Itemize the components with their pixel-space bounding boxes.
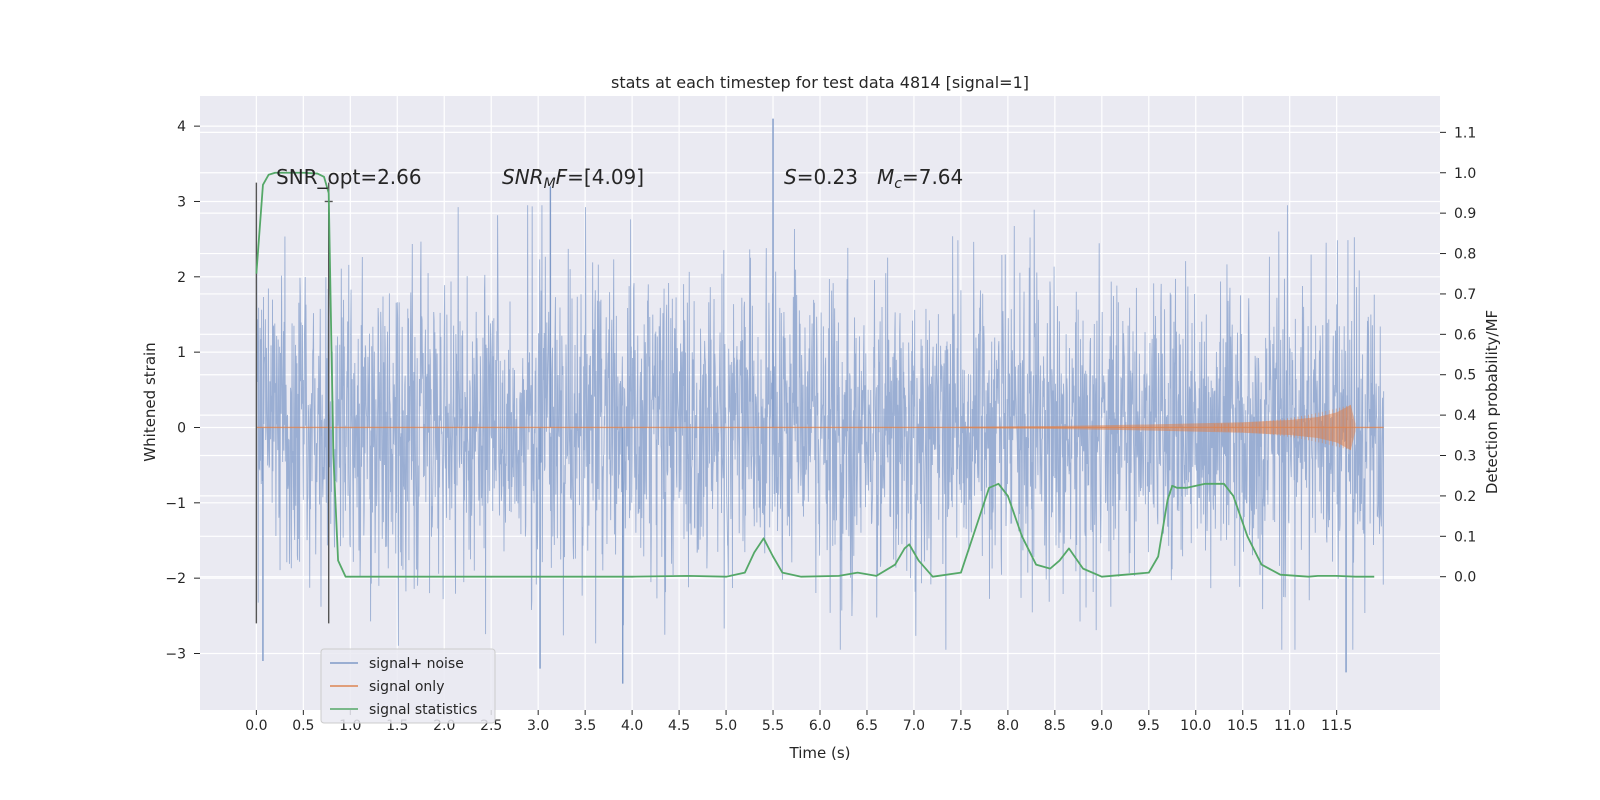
- x-tick-label: 5.5: [762, 718, 784, 734]
- y2-tick-label: 0.8: [1454, 247, 1476, 263]
- x-tick-label: 7.5: [950, 718, 972, 734]
- x-tick-label: 3.5: [574, 718, 596, 734]
- y2-tick-label: 0.9: [1454, 206, 1476, 222]
- legend-label-signal-noise: signal+ noise: [369, 656, 464, 672]
- y2-tick-label: 0.4: [1454, 408, 1476, 424]
- x-tick-label: 7.0: [903, 718, 925, 734]
- y-tick-label: 0: [177, 420, 186, 436]
- y2-tick-label: 0.6: [1454, 327, 1476, 343]
- x-tick-label: 11.5: [1321, 718, 1352, 734]
- annotation-mc: Mc=7.64: [877, 165, 963, 192]
- y2-tick-label: 0.3: [1454, 449, 1476, 465]
- x-tick-label: 0.0: [245, 718, 267, 734]
- x-tick-label: 8.5: [1044, 718, 1066, 734]
- y-tick-label: −2: [165, 571, 186, 587]
- s-value: =0.23: [797, 165, 858, 189]
- annotation-snr-opt: SNR_opt=2.66: [276, 165, 422, 189]
- annotation-s: S=0.23: [784, 165, 858, 189]
- y2-tick-label: 1.0: [1454, 166, 1476, 182]
- x-tick-label: 10.5: [1227, 718, 1258, 734]
- s-label: S: [784, 165, 797, 189]
- series-signal-statistics: [255, 171, 1375, 578]
- y2-tick-label: 0.7: [1454, 287, 1476, 303]
- snr-mf-value: =[4.09]: [567, 165, 644, 189]
- y2-tick-label: 0.2: [1454, 489, 1476, 505]
- y2-axis-ticks: 0.0 0.1 0.2 0.3 0.4 0.5 0.6 0.7 0.8 0.9 1.0 1.1: [1440, 125, 1476, 586]
- y-axis-ticks: −3 −2 −1 0 1 2 3 4: [165, 119, 200, 662]
- x-tick-label: 8.0: [997, 718, 1019, 734]
- x-tick-label: 4.5: [668, 718, 690, 734]
- x-axis-label: Time (s): [789, 744, 851, 762]
- y2-tick-label: 0.0: [1454, 570, 1476, 586]
- y2-tick-label: 0.5: [1454, 368, 1476, 384]
- snr-mf-subscript: M: [544, 176, 556, 192]
- x-tick-label: 10.0: [1180, 718, 1211, 734]
- x-tick-label: 4.0: [621, 718, 643, 734]
- series-signal-only: [256, 404, 1384, 451]
- x-tick-label: 5.0: [715, 718, 737, 734]
- series-signal-noise: [255, 118, 1385, 684]
- annotation-snr-mf: SNRMF=[4.09]: [502, 165, 644, 192]
- signal-statistics-line: [255, 171, 1375, 578]
- signal-noise-trace: [255, 205, 1385, 650]
- mc-value: =7.64: [902, 165, 963, 189]
- legend-label-signal-only: signal only: [369, 679, 444, 695]
- x-tick-label: 11.0: [1274, 718, 1305, 734]
- x-tick-label: 0.5: [292, 718, 314, 734]
- chart-title: stats at each timestep for test data 481…: [611, 73, 1029, 92]
- signal-only-envelope: [960, 404, 1356, 451]
- x-tick-label: 9.0: [1091, 718, 1113, 734]
- y-tick-label: 3: [177, 194, 186, 210]
- legend: signal+ noise signal only signal statist…: [320, 648, 496, 724]
- y-tick-label: −3: [165, 646, 186, 662]
- x-tick-label: 3.0: [527, 718, 549, 734]
- x-tick-label: 6.5: [856, 718, 878, 734]
- y2-tick-label: 0.1: [1454, 529, 1476, 545]
- y2-axis-label: Detection probability/MF: [1483, 310, 1501, 494]
- snr-mf-suffix: F: [556, 165, 568, 189]
- y-tick-label: 2: [177, 270, 186, 286]
- mc-subscript: c: [894, 176, 902, 192]
- x-axis-ticks: 0.0 0.5 1.0 1.5 2.0 2.5 3.0 3.5 4.0 4.5 5.0 5.5 6.0 6…: [245, 710, 1352, 734]
- x-tick-label: 6.0: [809, 718, 831, 734]
- legend-label-signal-statistics: signal statistics: [369, 702, 477, 718]
- y-tick-label: −1: [165, 496, 186, 512]
- snr-mf-label: SNR: [502, 165, 544, 189]
- legend-box: [320, 648, 496, 724]
- y-tick-label: 1: [177, 345, 186, 361]
- y2-tick-label: 1.1: [1454, 125, 1476, 141]
- x-tick-label: 9.5: [1138, 718, 1160, 734]
- mc-label: M: [877, 165, 894, 189]
- y-axis-label: Whitened strain: [141, 342, 159, 461]
- y-tick-label: 4: [177, 119, 186, 135]
